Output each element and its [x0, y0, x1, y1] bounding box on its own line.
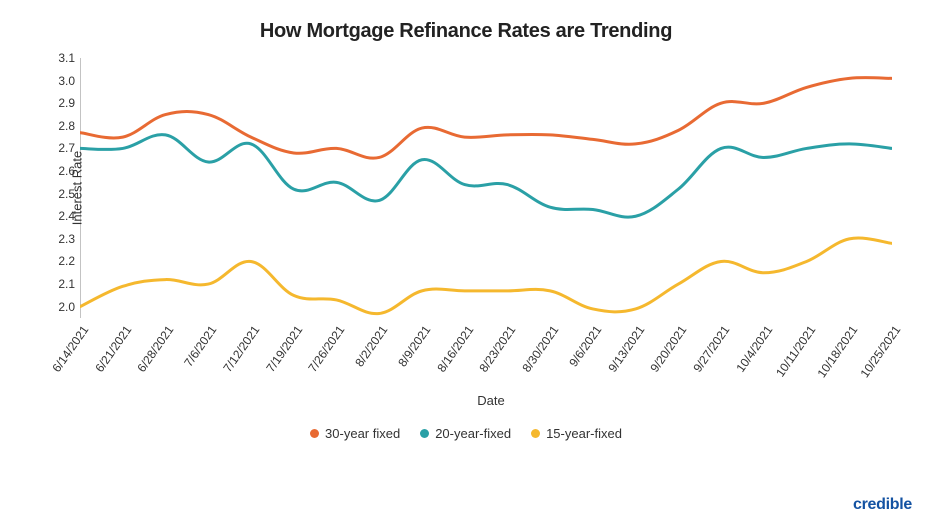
legend-label: 20-year-fixed	[435, 426, 511, 441]
legend-item: 15-year-fixed	[531, 426, 622, 441]
legend-label: 30-year fixed	[325, 426, 400, 441]
y-tick-label: 2.1	[45, 277, 75, 291]
y-tick-label: 2.4	[45, 209, 75, 223]
legend: 30-year fixed 20-year-fixed 15-year-fixed	[30, 426, 902, 441]
x-tick-label: 7/19/2021	[263, 323, 305, 375]
x-tick-label: 6/21/2021	[92, 323, 134, 375]
x-tick-label: 6/14/2021	[49, 323, 91, 375]
legend-dot-icon	[531, 429, 540, 438]
y-tick-label: 2.6	[45, 164, 75, 178]
plot-area: Interest Rate 2.02.12.22.32.42.52.62.72.…	[80, 58, 892, 318]
x-tick-label: 9/6/2021	[566, 323, 604, 369]
x-tick-label: 8/9/2021	[395, 323, 433, 369]
x-tick-label: 10/4/2021	[733, 323, 775, 375]
y-tick-label: 2.3	[45, 232, 75, 246]
series-line	[80, 135, 892, 218]
x-tick-label: 9/20/2021	[648, 323, 690, 375]
legend-item: 20-year-fixed	[420, 426, 511, 441]
x-tick-label: 9/27/2021	[690, 323, 732, 375]
series-line	[80, 238, 892, 314]
y-tick-label: 2.7	[45, 141, 75, 155]
y-tick-label: 2.2	[45, 254, 75, 268]
legend-dot-icon	[310, 429, 319, 438]
legend-dot-icon	[420, 429, 429, 438]
x-tick-label: 7/26/2021	[306, 323, 348, 375]
y-tick-label: 3.1	[45, 51, 75, 65]
x-tick-label: 8/23/2021	[477, 323, 519, 375]
x-axis-ticks: 6/14/20216/21/20216/28/20217/6/20217/12/…	[80, 318, 892, 398]
y-tick-label: 2.8	[45, 119, 75, 133]
x-tick-label: 10/25/2021	[858, 323, 904, 380]
y-tick-label: 3.0	[45, 74, 75, 88]
y-tick-label: 2.5	[45, 187, 75, 201]
chart-title: How Mortgage Refinance Rates are Trendin…	[30, 20, 902, 43]
x-tick-label: 10/18/2021	[815, 323, 861, 380]
x-tick-label: 8/2/2021	[352, 323, 390, 369]
brand-logo: credible	[853, 496, 912, 514]
series-line	[80, 78, 892, 159]
chart-container: How Mortgage Refinance Rates are Trendin…	[0, 0, 932, 524]
y-tick-label: 2.0	[45, 300, 75, 314]
x-tick-label: 8/16/2021	[434, 323, 476, 375]
x-tick-label: 9/13/2021	[605, 323, 647, 375]
y-tick-label: 2.9	[45, 96, 75, 110]
x-tick-label: 10/11/2021	[773, 323, 818, 380]
x-tick-label: 7/6/2021	[181, 323, 219, 369]
x-tick-label: 8/30/2021	[519, 323, 561, 375]
legend-item: 30-year fixed	[310, 426, 400, 441]
line-chart-svg	[80, 58, 892, 318]
x-tick-label: 7/12/2021	[220, 323, 262, 375]
x-tick-label: 6/28/2021	[135, 323, 177, 375]
y-axis-ticks: 2.02.12.22.32.42.52.62.72.82.93.03.1	[45, 58, 75, 318]
legend-label: 15-year-fixed	[546, 426, 622, 441]
